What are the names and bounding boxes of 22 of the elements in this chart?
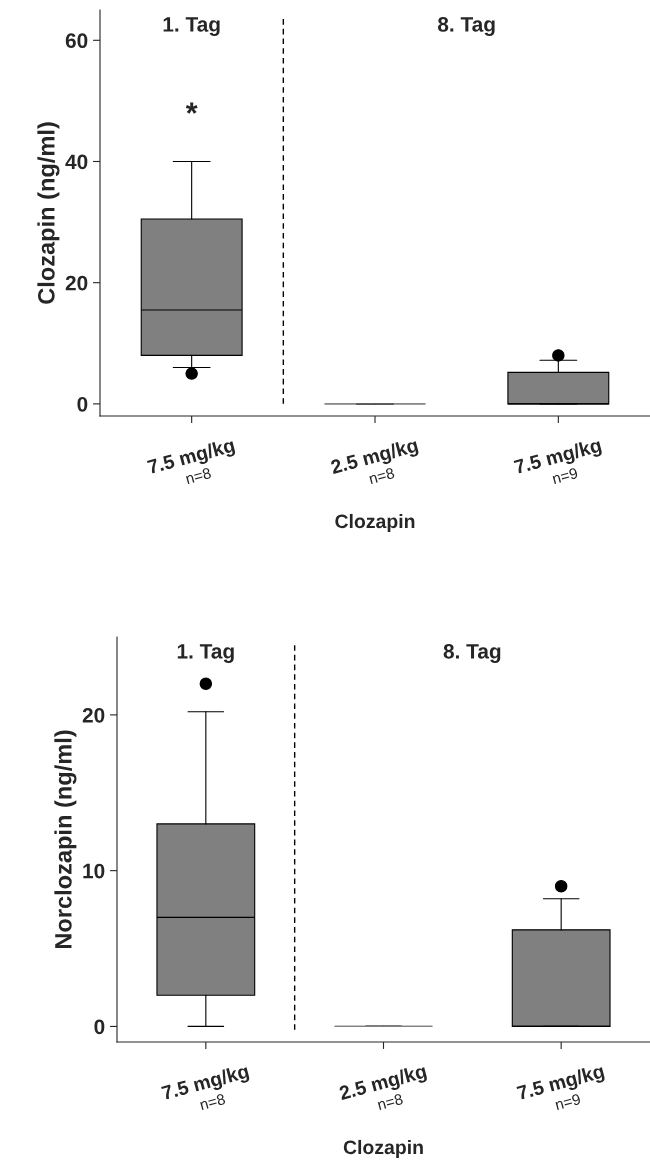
annotation: 1. Tag [177,644,234,663]
x-tick-label: 7.5 mg/kg n=8 [146,437,237,485]
y-tick-label: 40 [65,154,88,170]
y-tick-label: 0 [94,1019,105,1035]
y-tick-label: 20 [65,275,88,291]
y-tick-label: 0 [77,396,88,412]
annotation: * [185,102,198,114]
x-tick-label: 7.5 mg/kg n=9 [516,1063,606,1111]
x-tick-label: 7.5 mg/kg n=8 [160,1063,251,1111]
x-tick-label: 2.5 mg/kg n=8 [338,1063,428,1111]
x-axis-title: Clozapin [335,513,415,533]
y-tick-label: 60 [65,33,88,49]
y-tick-label: 20 [82,707,105,723]
annotation: 8. Tag [438,16,495,36]
annotation: 1. Tag [163,17,220,36]
x-axis-title: Clozapin [343,1139,423,1159]
y-tick-label: 10 [83,863,105,879]
y-axis-title: Clozapin (ng/ml) [37,122,60,304]
annotation: 8. Tag [443,643,501,663]
x-tick-label: 2.5 mg/kg n=8 [329,437,420,485]
y-axis-title: Norclozapin (ng/ml) [54,730,77,949]
x-tick-label: 7.5 mg/kg n=9 [513,437,603,485]
